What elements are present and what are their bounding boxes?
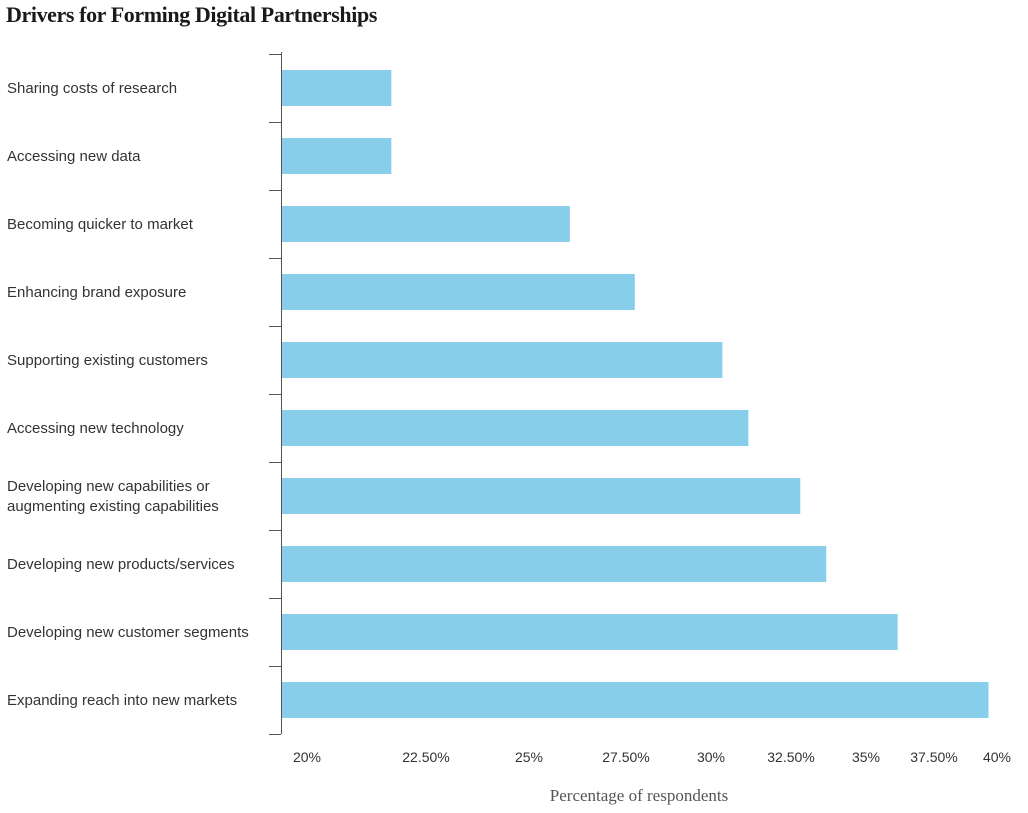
category-label-line: Supporting existing customers — [7, 352, 208, 369]
bars-layer — [282, 70, 989, 718]
bar — [282, 682, 989, 718]
x-tick-label: 27.50% — [602, 749, 649, 765]
axis-layer — [269, 52, 282, 735]
category-label-line: Sharing costs of research — [7, 80, 177, 97]
category-label: Accessing new technology — [7, 420, 184, 437]
category-label: Developing new customer segments — [7, 624, 249, 641]
x-tick-label: 22.50% — [402, 749, 449, 765]
category-labels: Sharing costs of research Accessing new d… — [7, 80, 249, 709]
x-tick-label: 37.50% — [910, 749, 957, 765]
x-tick-label: 20% — [293, 749, 321, 765]
x-tick-label: 40% — [983, 749, 1011, 765]
x-tick-label: 32.50% — [767, 749, 814, 765]
x-tick-label: 25% — [515, 749, 543, 765]
x-tick-label: 35% — [852, 749, 880, 765]
category-label-line: Developing new customer segments — [7, 624, 249, 641]
category-label: Developing new products/services — [7, 556, 235, 573]
x-axis-title: Percentage of respondents — [550, 786, 728, 805]
category-label-line: augmenting existing capabilities — [7, 498, 219, 515]
category-label-line: Expanding reach into new markets — [7, 692, 237, 709]
category-label: Supporting existing customers — [7, 352, 208, 369]
bar — [282, 274, 635, 310]
chart-title: Drivers for Forming Digital Partnerships — [6, 2, 377, 27]
bar — [282, 614, 898, 650]
category-label: Accessing new data — [7, 148, 141, 165]
x-tick-label: 30% — [697, 749, 725, 765]
category-label-line: Becoming quicker to market — [7, 216, 194, 233]
category-label-line: Accessing new technology — [7, 420, 184, 437]
bar — [282, 70, 392, 106]
category-label: Developing new capabilities or augmenting… — [7, 478, 219, 515]
category-label: Expanding reach into new markets — [7, 692, 237, 709]
category-label-line: Accessing new data — [7, 148, 141, 165]
bar — [282, 546, 827, 582]
category-label: Becoming quicker to market — [7, 216, 194, 233]
category-label: Sharing costs of research — [7, 80, 177, 97]
category-label-line: Developing new capabilities or — [7, 478, 210, 495]
bar — [282, 342, 723, 378]
category-label-line: Enhancing brand exposure — [7, 284, 186, 301]
x-tick-labels: 20% 22.50% 25% 27.50% 30% 32.50% 35% 37.50% 40% — [293, 749, 1011, 765]
category-label-line: Developing new products/services — [7, 556, 235, 573]
bar — [282, 410, 749, 446]
category-label: Enhancing brand exposure — [7, 284, 186, 301]
bar — [282, 138, 392, 174]
bar — [282, 478, 801, 514]
bar — [282, 206, 570, 242]
